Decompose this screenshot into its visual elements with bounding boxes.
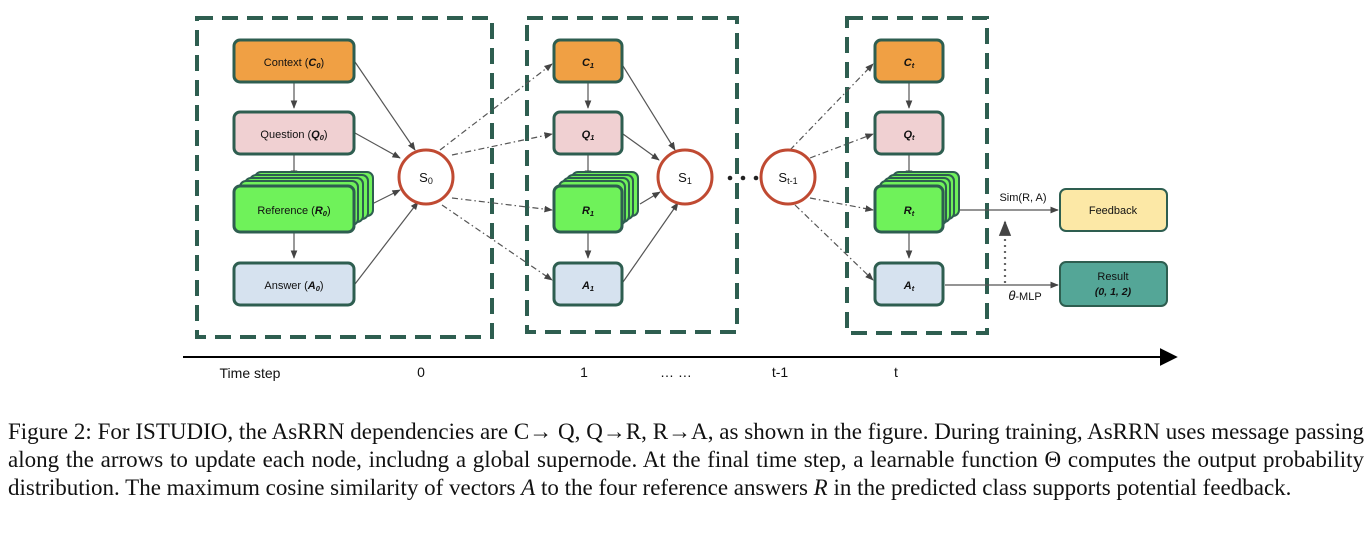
timeline-tick-1: 1 [580,364,588,380]
node-context-1: C1 [552,38,624,84]
edge-a1-s1 [622,202,679,283]
svg-text:Rt: Rt [904,205,915,218]
svg-text:Question (Q0): Question (Q0) [260,129,327,142]
svg-text:Context (C0): Context (C0) [264,57,324,70]
feedback-box: Feedback [1059,188,1168,232]
svg-text:Q1: Q1 [582,129,595,142]
node-answer-t: At [873,261,945,307]
timeline-tick-ellipsis: … … [660,364,692,380]
edge-st1-rt [809,197,874,212]
caption-var-a: A [521,475,536,500]
node-answer-1: A1 [552,261,624,307]
figure-label: Figure 2: [8,419,92,444]
caption-text-3: in the predicted class supports potentia… [827,475,1292,500]
edge-st1-at [794,204,874,281]
asrrn-diagram: Context (C0) Question (Q0) Reference (R0… [183,16,1178,381]
node-question-0: Question (Q0) [232,110,356,156]
edge-c1-s1 [622,65,676,151]
svg-text:St-1: St-1 [778,170,797,186]
svg-text:Result: Result [1097,271,1128,283]
state-node-s0: S0 [397,148,455,206]
node-question-t: Qt [873,110,945,156]
edge-s0-r1 [451,197,553,213]
edge-q1-s1 [622,133,660,161]
ellipsis-dots [727,175,759,181]
node-answer-0: Answer (A0) [232,261,356,307]
svg-text:A1: A1 [581,280,594,293]
mlp-label: θ-MLP [1008,288,1041,303]
node-context-0: Context (C0) [232,38,356,84]
svg-text:S1: S1 [678,170,692,186]
edge-c0-s0 [354,61,416,151]
edge-st1-ct [789,63,874,151]
edge-a0-s0 [354,201,419,285]
edge-s0-q1 [451,132,553,156]
state-node-s1: S1 [656,148,714,206]
timeline-label: Time step [220,365,281,381]
time-step-frame-t [845,16,989,335]
svg-text:S0: S0 [419,170,433,186]
svg-text:Ct: Ct [904,57,915,70]
figure-caption: Figure 2: For ISTUDIO, the AsRRN depende… [8,418,1364,502]
caption-text-2: to the four reference answers [535,475,814,500]
edge-st1-qt [809,133,874,159]
edge-r0-s0 [371,189,401,205]
caption-var-r: R [813,475,828,500]
edge-r1-s1 [639,191,661,205]
svg-text:Qt: Qt [903,129,915,142]
edge-s0-a1 [441,204,553,281]
node-question-1: Q1 [552,110,624,156]
svg-text:Reference (R0): Reference (R0) [257,205,330,218]
node-reference-stack-1: R1 [552,171,639,234]
edge-s0-c1 [439,63,553,151]
svg-text:R1: R1 [582,205,594,218]
node-context-t: Ct [873,38,945,84]
node-reference-stack-t: Rt [873,171,960,234]
svg-text:Feedback: Feedback [1089,205,1138,217]
timeline-tick-0: 0 [417,364,425,380]
svg-text:(0, 1, 2): (0, 1, 2) [1095,286,1132,298]
sim-label: Sim(R, A) [999,192,1046,204]
svg-text:C1: C1 [582,57,594,70]
caption-text-1: For ISTUDIO, the AsRRN dependencies are … [8,419,1364,500]
result-box: Result (0, 1, 2) [1059,261,1168,307]
svg-text:At: At [903,280,915,293]
time-step-frame-1 [525,16,739,334]
svg-text:Answer (A0): Answer (A0) [264,280,323,293]
timeline-tick-t-1: t-1 [772,364,789,380]
node-reference-stack-0: Reference (R0) [232,171,374,234]
time-step-frame-0 [195,16,494,339]
edge-q0-s0 [354,132,401,159]
state-node-st-1: St-1 [759,148,817,206]
timeline-tick-t: t [894,364,898,380]
